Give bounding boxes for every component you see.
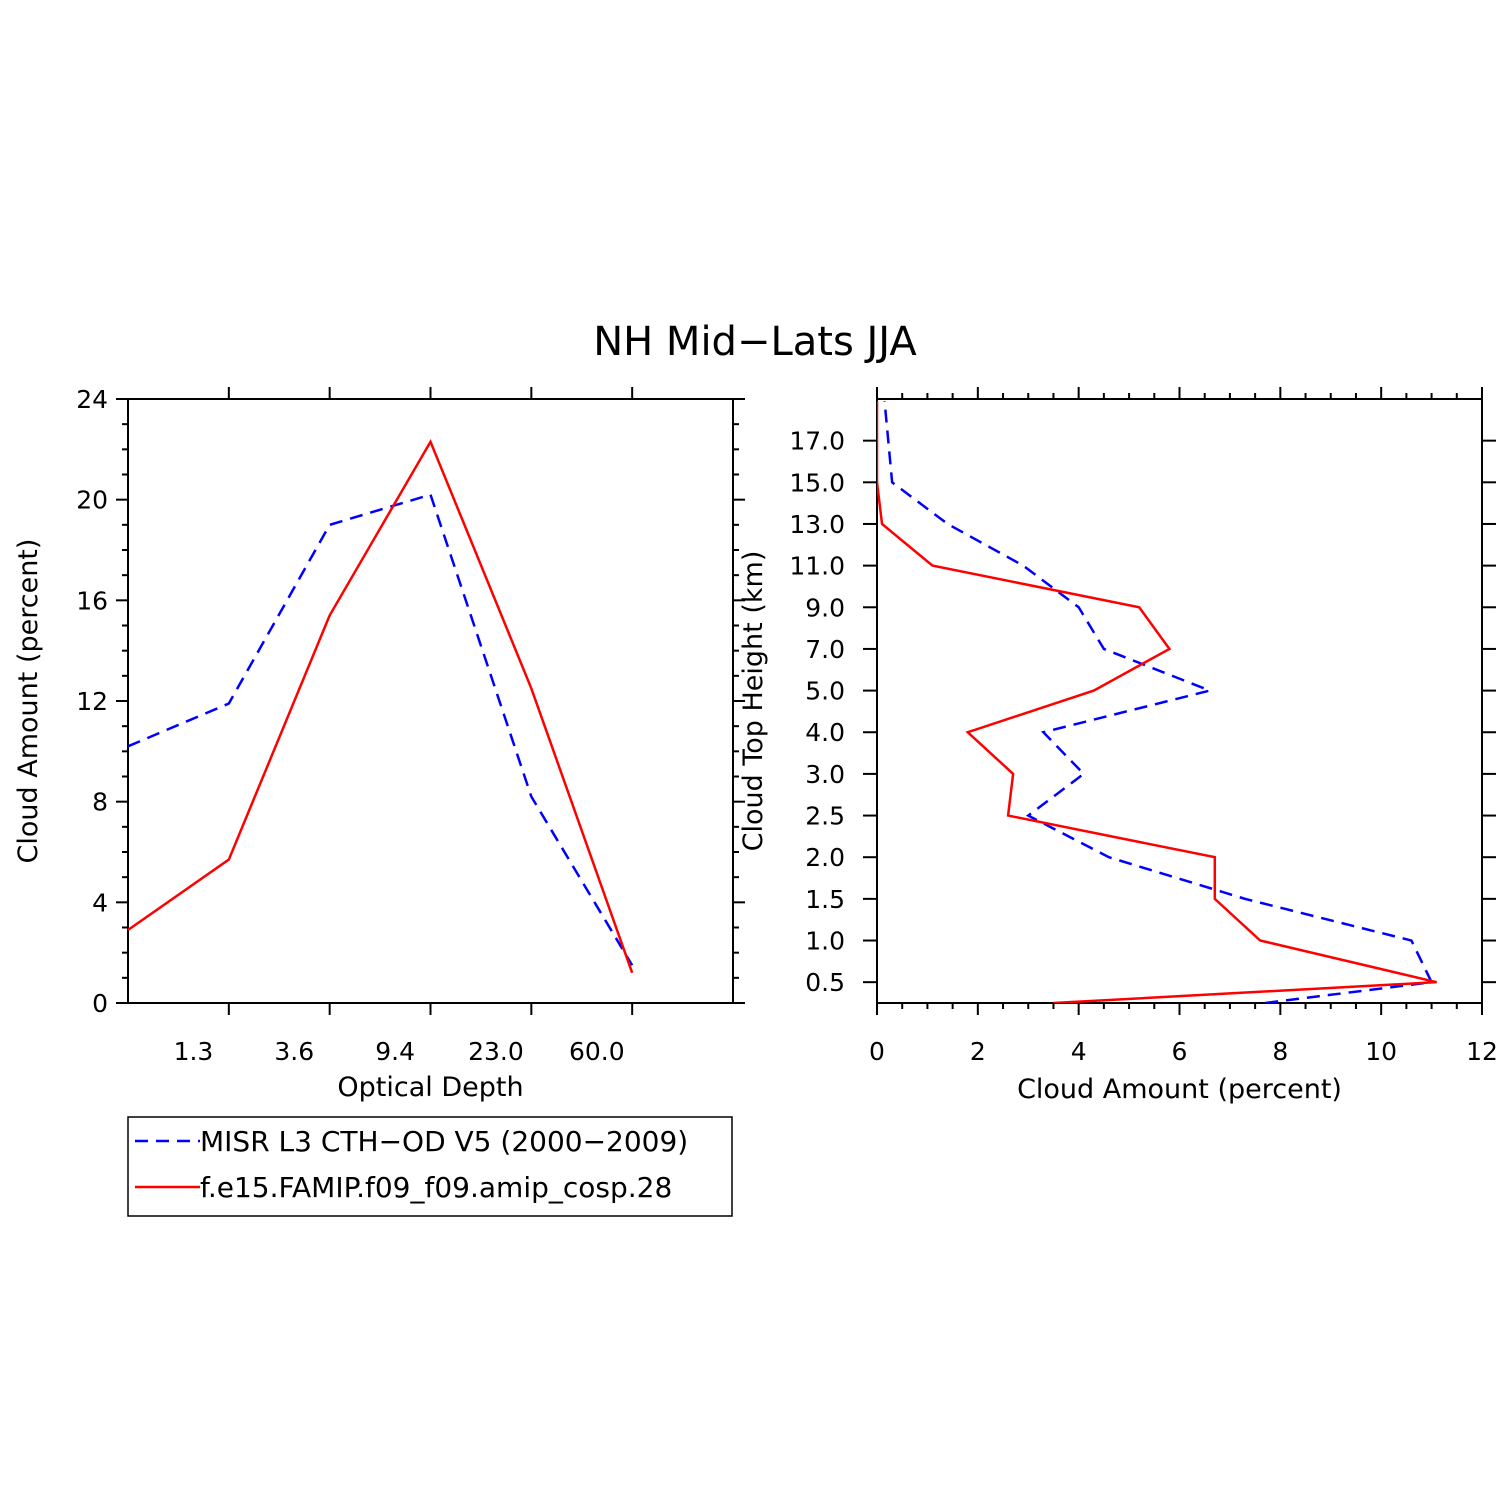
right-y-tick-label: 7.0 <box>805 635 845 664</box>
right-y-tick-label: 3.0 <box>805 760 845 789</box>
left-y-tick-label: 20 <box>76 486 108 515</box>
left-x-tick-label: 60.0 <box>569 1037 625 1066</box>
right-x-axis-label: Cloud Amount (percent) <box>1017 1074 1342 1105</box>
left-y-axis-label: Cloud Amount (percent) <box>13 539 44 864</box>
right-y-tick-label: 9.0 <box>805 593 845 622</box>
right-y-tick-label: 11.0 <box>789 552 845 581</box>
right-y-tick-label: 2.0 <box>805 843 845 872</box>
left-x-tick-label: 1.3 <box>174 1037 214 1066</box>
legend-box <box>127 1116 733 1217</box>
left-series-model <box>127 438 634 974</box>
left-y-tick-label: 12 <box>76 687 108 716</box>
left-y-tick-label: 0 <box>92 989 108 1018</box>
right-x-tick-label: 4 <box>1071 1037 1087 1066</box>
right-y-tick-label: 4.0 <box>805 718 845 747</box>
right-x-tick-label: 8 <box>1272 1037 1288 1066</box>
right-y-tick-label: 1.5 <box>805 885 845 914</box>
left-x-axis-label: Optical Depth <box>337 1072 523 1103</box>
right-plot-frame <box>876 398 1483 1004</box>
chart-title: NH Mid−Lats JJA <box>593 319 917 365</box>
left-x-tick-label: 23.0 <box>468 1037 524 1066</box>
left-y-tick-label: 16 <box>76 586 108 615</box>
right-y-tick-label: 13.0 <box>789 510 845 539</box>
right-x-tick-label: 0 <box>869 1037 885 1066</box>
right-y-tick-label: 0.5 <box>805 968 845 997</box>
right-x-tick-label: 12 <box>1466 1037 1498 1066</box>
right-x-tick-label: 10 <box>1365 1037 1397 1066</box>
right-y-tick-label: 2.5 <box>805 802 845 831</box>
right-y-tick-label: 1.0 <box>805 927 845 956</box>
left-plot-frame <box>127 398 734 1004</box>
right-x-tick-label: 6 <box>1172 1037 1188 1066</box>
right-y-tick-label: 17.0 <box>789 427 845 456</box>
legend-label-obs: MISR L3 CTH−OD V5 (2000−2009) <box>200 1125 688 1158</box>
right-y-axis-label: Cloud Top Height (km) <box>738 551 769 852</box>
right-y-tick-label: 5.0 <box>805 677 845 706</box>
left-series-obs <box>127 493 634 966</box>
right-series-obs <box>883 400 1434 1003</box>
legend: MISR L3 CTH−OD V5 (2000−2009) f.e15.FAMI… <box>127 1116 733 1217</box>
left-y-tick-label: 4 <box>92 888 108 917</box>
left-x-tick-label: 9.4 <box>375 1037 415 1066</box>
legend-label-model: f.e15.FAMIP.f09_f09.amip_cosp.28 <box>200 1171 672 1204</box>
left-y-tick-label: 24 <box>76 385 108 414</box>
right-y-tick-label: 15.0 <box>789 468 845 497</box>
right-series-model <box>877 401 1437 1003</box>
right-x-tick-label: 2 <box>970 1037 986 1066</box>
left-x-tick-label: 3.6 <box>274 1037 314 1066</box>
optical-depth-panel: 0 4 8 12 16 20 24 1.3 3.6 9.4 23.0 60.0 Optical Dept… <box>13 385 745 1103</box>
cloud-top-height-panel: 0 2 4 6 8 10 12 0.5 1.0 1.5 2.0 2.5 3.0 4.0 5.0 7.0 9.0 1… <box>738 387 1498 1105</box>
left-y-tick-label: 8 <box>92 788 108 817</box>
